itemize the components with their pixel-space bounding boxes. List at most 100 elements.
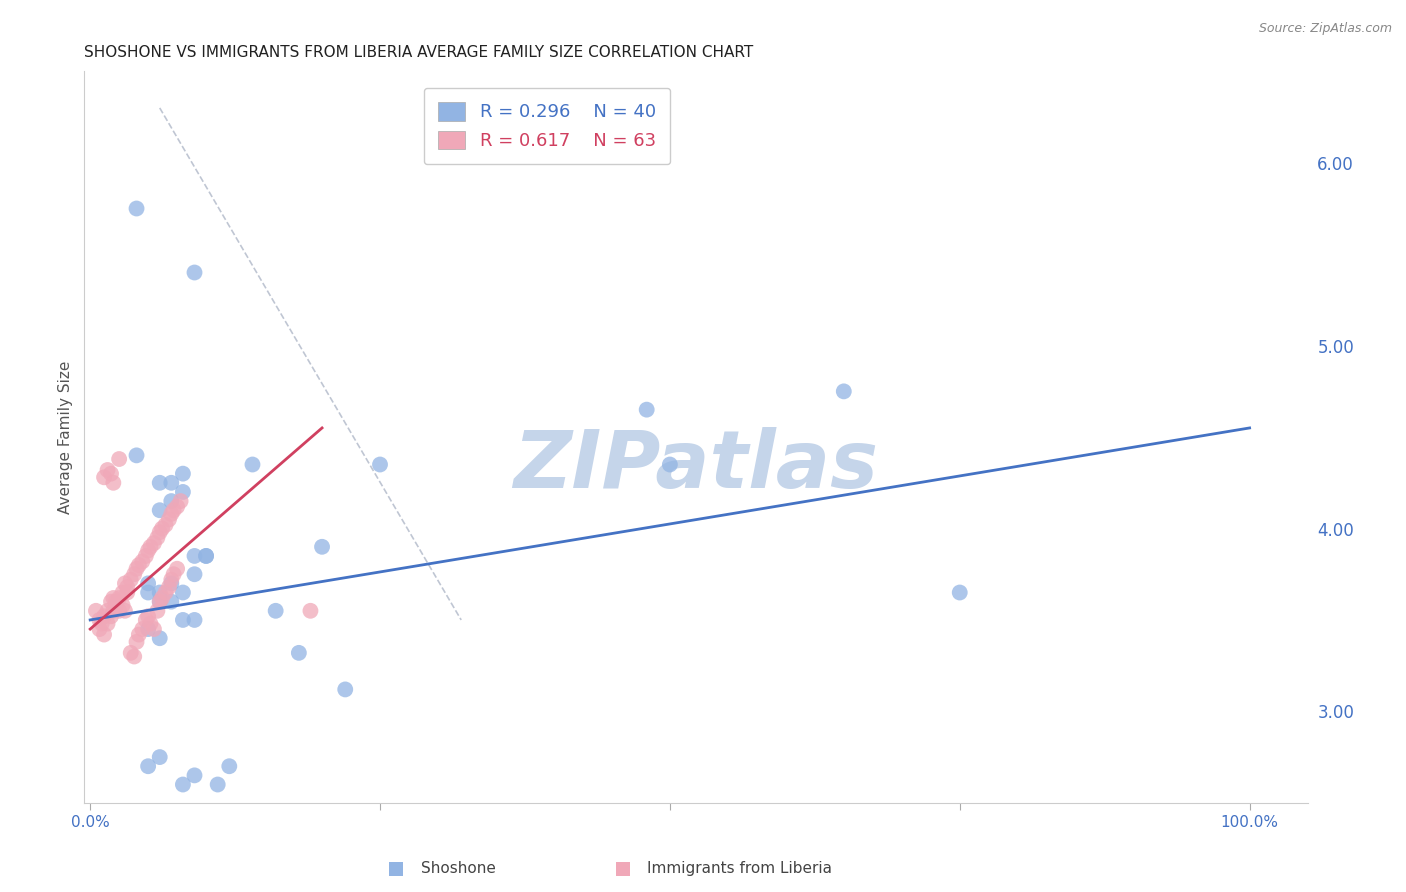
Point (172, 485, 194, 500)
Point (131, 622, 153, 636)
Point (114, 604, 136, 618)
Point (100, 609, 122, 624)
Point (160, 494, 183, 508)
Point (636, 402, 658, 417)
Point (169, 494, 191, 508)
Point (172, 613, 194, 627)
Point (100, 595, 122, 609)
Point (146, 531, 169, 545)
Legend: R = 0.296    N = 40, R = 0.617    N = 63: R = 0.296 N = 40, R = 0.617 N = 63 (423, 87, 671, 164)
Point (149, 475, 172, 490)
Point (146, 604, 169, 618)
Point (160, 573, 183, 587)
Point (122, 567, 145, 582)
Point (136, 576, 159, 591)
Point (93, 609, 115, 624)
Point (84, 604, 107, 618)
Point (136, 609, 159, 624)
Point (108, 591, 131, 605)
Point (183, 567, 205, 582)
Point (160, 475, 183, 490)
Point (96, 463, 118, 477)
Point (299, 604, 322, 618)
Point (104, 599, 127, 613)
Point (120, 573, 142, 587)
Point (183, 768, 205, 782)
Point (103, 475, 125, 490)
Point (207, 778, 229, 792)
Point (125, 202, 148, 216)
Point (93, 627, 115, 641)
Point (157, 512, 180, 526)
Point (150, 521, 173, 535)
Text: Immigrants from Liberia: Immigrants from Liberia (647, 861, 832, 876)
Point (89, 622, 111, 636)
Text: ZIPatlas: ZIPatlas (513, 427, 879, 506)
Point (172, 585, 194, 599)
Point (114, 576, 136, 591)
Point (142, 536, 165, 550)
Point (125, 449, 148, 463)
Point (128, 558, 150, 573)
Point (832, 384, 855, 399)
Point (103, 591, 125, 605)
Point (264, 604, 287, 618)
Point (160, 595, 183, 609)
Point (311, 540, 333, 554)
Point (117, 585, 139, 599)
Point (103, 604, 125, 618)
Point (949, 585, 972, 599)
Point (160, 576, 183, 591)
Point (149, 503, 172, 517)
Text: Shoshone: Shoshone (420, 861, 496, 876)
Text: Source: ZipAtlas.com: Source: ZipAtlas.com (1258, 22, 1392, 36)
Point (162, 567, 184, 582)
Point (131, 554, 153, 568)
Point (149, 585, 172, 599)
Point (157, 580, 180, 594)
Point (104, 595, 127, 609)
Point (183, 266, 205, 280)
Point (108, 452, 131, 467)
Point (335, 682, 357, 697)
Point (96, 616, 118, 631)
Point (135, 549, 157, 563)
Point (242, 458, 264, 472)
Point (122, 649, 145, 664)
Point (166, 562, 188, 576)
Y-axis label: Average Family Size: Average Family Size (58, 360, 73, 514)
Point (139, 540, 162, 554)
Point (658, 458, 681, 472)
Point (368, 458, 391, 472)
Point (117, 580, 139, 594)
Point (128, 627, 150, 641)
Point (149, 632, 172, 646)
Point (149, 750, 172, 764)
Point (142, 622, 165, 636)
Point (89, 613, 111, 627)
Point (136, 585, 159, 599)
Point (120, 646, 142, 660)
Point (108, 604, 131, 618)
Point (195, 549, 218, 563)
Point (136, 543, 159, 558)
Point (111, 585, 134, 599)
Point (125, 635, 148, 649)
Point (135, 613, 157, 627)
Point (149, 525, 172, 540)
Point (172, 778, 194, 792)
Point (183, 549, 205, 563)
Point (172, 467, 194, 481)
Point (155, 585, 177, 599)
Point (136, 622, 159, 636)
Point (96, 604, 118, 618)
Point (183, 613, 205, 627)
Point (162, 503, 184, 517)
Point (136, 759, 159, 773)
Point (166, 500, 188, 514)
Point (100, 467, 122, 481)
Point (155, 517, 177, 532)
Point (160, 507, 183, 521)
Point (111, 599, 134, 613)
Point (195, 549, 218, 563)
